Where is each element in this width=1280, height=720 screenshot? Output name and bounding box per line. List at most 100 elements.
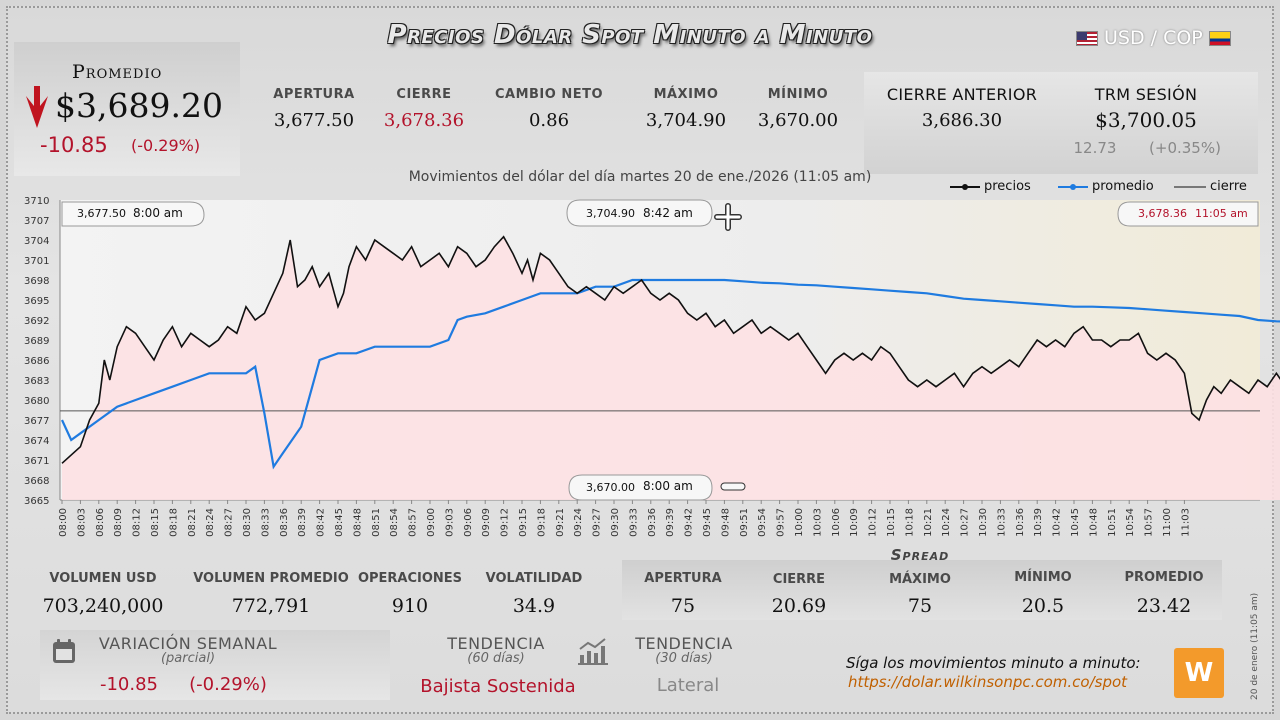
x-tick-label: 09:42 [684, 508, 695, 537]
x-tick-label: 09:24 [573, 508, 584, 537]
open-annotation-price: 3,677.50 [77, 207, 126, 220]
x-tick-label: 09:21 [555, 508, 566, 537]
x-tick-label: 09:36 [647, 508, 658, 537]
x-tick-label: 08:15 [150, 508, 161, 537]
min-annotation-price: 3,670.00 [586, 481, 635, 494]
stat-label-maximo: MÁXIMO [653, 87, 719, 102]
tendencia30-value: Lateral [656, 675, 720, 696]
pair-label: USD / COP [1104, 27, 1203, 49]
x-tick-label: 08:00 [58, 508, 69, 537]
x-tick-label: 09:39 [665, 508, 676, 537]
stat-value-cambio-neto: 0.86 [528, 110, 570, 131]
x-tick-label: 11:03 [1180, 508, 1191, 537]
spread-apertura-value: 75 [670, 595, 696, 617]
variacion-label: VARIACIÓN SEMANAL [98, 634, 278, 653]
x-tick-label: 10:48 [1088, 508, 1099, 537]
x-tick-label: 09:15 [518, 508, 529, 537]
x-tick-label: 09:12 [500, 508, 511, 537]
variacion-change-pct: (-0.29%) [189, 674, 267, 695]
spread-panel [622, 560, 1222, 620]
x-tick-label: 08:06 [95, 508, 106, 537]
x-tick-label: 09:00 [426, 508, 437, 537]
x-tick-label: 08:54 [389, 508, 400, 537]
x-tick-label: 10:09 [849, 508, 860, 537]
stat-label-minimo: MÍNIMO [767, 87, 829, 102]
y-tick-label: 3701 [24, 256, 49, 267]
y-tick-label: 3704 [24, 236, 49, 247]
x-tick-label: 08:27 [224, 508, 235, 537]
x-tick-label: 10:45 [1070, 508, 1081, 537]
promedio-series-line [61, 278, 1280, 470]
scroll-handle[interactable] [720, 482, 746, 491]
spread-cierre-label: CIERRE [772, 572, 826, 587]
x-tick-label: 10:27 [960, 508, 971, 537]
stat-value-cierre: 3,678.36 [383, 110, 465, 131]
trm-change: 12.73 [1073, 139, 1117, 157]
x-tick-label: 08:42 [316, 508, 327, 537]
price-fill-area [62, 236, 1280, 500]
x-tick-label: 09:45 [702, 508, 713, 537]
operaciones-label: OPERACIONES [357, 571, 463, 586]
max-annotation-time: 8:42 am [643, 206, 693, 220]
y-tick-label: 3668 [24, 476, 49, 487]
footer-link[interactable]: https://dolar.wilkinsonpc.com.co/spot [848, 673, 1128, 691]
y-tick-label: 3665 [24, 496, 49, 507]
trm-value: $3,700.05 [1095, 108, 1197, 132]
trm-change-pct: (+0.35%) [1149, 139, 1221, 157]
x-tick-label: 10:30 [978, 508, 989, 537]
legend-promedio-swatch [1058, 183, 1088, 190]
x-tick-label: 10:54 [1125, 508, 1136, 537]
colombia-flag-icon [1208, 30, 1231, 46]
promedio-value: $3,689.20 [55, 86, 223, 125]
x-tick-label: 09:51 [739, 508, 750, 537]
x-tick-label: 08:21 [187, 508, 198, 537]
footer-text: Síga los movimientos minuto a minuto: [846, 654, 1141, 672]
close-annotation-time: 11:05 am [1195, 207, 1248, 220]
y-tick-label: 3680 [24, 396, 49, 407]
price-chart[interactable]: 3665 3668 3671 3674 3677 3680 3683 3686 3689 3692… [0, 190, 1280, 550]
min-annotation: 3,670.00 8:00 am [568, 474, 713, 501]
x-tick-label: 10:24 [941, 508, 952, 537]
tendencia60-note: (60 días) [467, 651, 525, 666]
x-tick-label: 08:57 [408, 508, 419, 537]
x-tick-label: 09:18 [536, 508, 547, 537]
cierre-anterior-label: CIERRE ANTERIOR [886, 85, 1038, 104]
x-tick-label: 09:09 [481, 508, 492, 537]
y-tick-label: 3686 [24, 356, 49, 367]
y-tick-label: 3692 [24, 316, 49, 327]
legend-precios-swatch [950, 183, 980, 190]
variacion-change: -10.85 [99, 674, 159, 695]
currency-pair: USD / COP [1076, 27, 1231, 49]
x-tick-label: 08:12 [132, 508, 143, 537]
x-tick-label: 08:33 [260, 508, 271, 537]
x-tick-label: 09:03 [444, 508, 455, 537]
stat-value-maximo: 3,704.90 [645, 110, 727, 131]
spread-minimo-value: 20.5 [1021, 595, 1065, 617]
y-tick-label: 3671 [24, 456, 49, 467]
x-tick-label: 11:00 [1162, 508, 1173, 537]
x-tick-label: 08:36 [279, 508, 290, 537]
calendar-icon [53, 639, 75, 663]
x-tick-label: 08:51 [371, 508, 382, 537]
volumen-promedio-label: VOLUMEN PROMEDIO [193, 571, 349, 586]
x-axis: 08:00 08:03 08:06 08:09 08:12 08:15 08:18 08:21… [58, 499, 1260, 537]
min-annotation-time: 8:00 am [643, 479, 693, 493]
spread-maximo-label: MÁXIMO [889, 572, 951, 587]
x-tick-label: 09:54 [757, 508, 768, 537]
crosshair-icon[interactable] [714, 203, 742, 231]
spread-maximo-value: 75 [907, 595, 933, 617]
wilkinson-logo[interactable]: W [1174, 648, 1224, 698]
promedio-label: Promedio [72, 61, 163, 83]
stat-label-cierre: CIERRE [396, 87, 452, 102]
y-tick-label: 3674 [24, 436, 49, 447]
tendencia30-label: TENDENCIA [635, 634, 733, 653]
volumen-usd-label: VOLUMEN USD [49, 571, 157, 586]
precios-series-line [61, 235, 1280, 464]
open-annotation-time: 8:00 am [133, 206, 183, 220]
y-tick-label: 3689 [24, 336, 49, 347]
trm-label: TRM SESIÓN [1094, 85, 1198, 104]
x-tick-label: 10:18 [904, 508, 915, 537]
stat-label-apertura: APERTURA [273, 87, 355, 102]
volumen-promedio-value: 772,791 [231, 595, 311, 617]
legend-precios-label: precios [984, 179, 1031, 194]
